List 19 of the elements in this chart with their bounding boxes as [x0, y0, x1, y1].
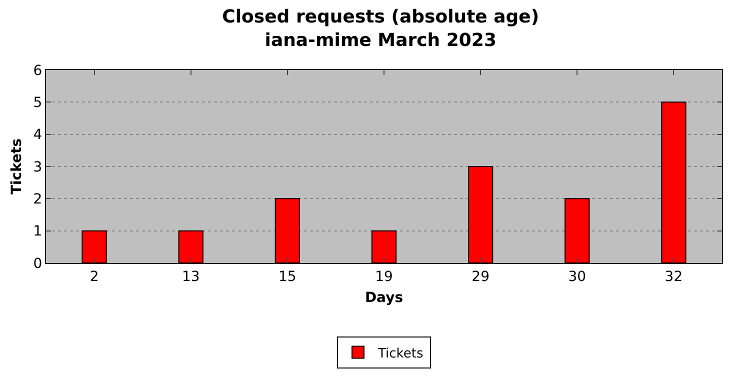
y-tick-label: 6	[33, 62, 42, 79]
y-tick-label: 2	[33, 192, 42, 208]
y-tick-label: 5	[33, 95, 42, 112]
x-axis-title: Days	[364, 290, 404, 306]
y-tick-label: 3	[33, 159, 42, 176]
y-tick-label: 1	[33, 224, 42, 240]
legend-label: Tickets	[377, 346, 424, 362]
y-tick-label: 4	[33, 127, 42, 144]
x-tick-label: 30	[568, 268, 586, 285]
x-tick-label: 29	[472, 268, 490, 285]
chart-title: Closed requests (absolute age)	[222, 6, 540, 28]
x-tick-label: 2	[90, 268, 99, 285]
x-tick-label: 13	[182, 268, 200, 285]
chart-subtitle: iana-mime March 2023	[264, 30, 496, 52]
x-tick-label: 32	[664, 268, 683, 285]
x-tick-label: 15	[278, 268, 296, 285]
y-axis-title: Tickets	[8, 138, 25, 195]
x-tick-label: 19	[375, 268, 393, 285]
y-tick-label: 0	[33, 256, 42, 272]
